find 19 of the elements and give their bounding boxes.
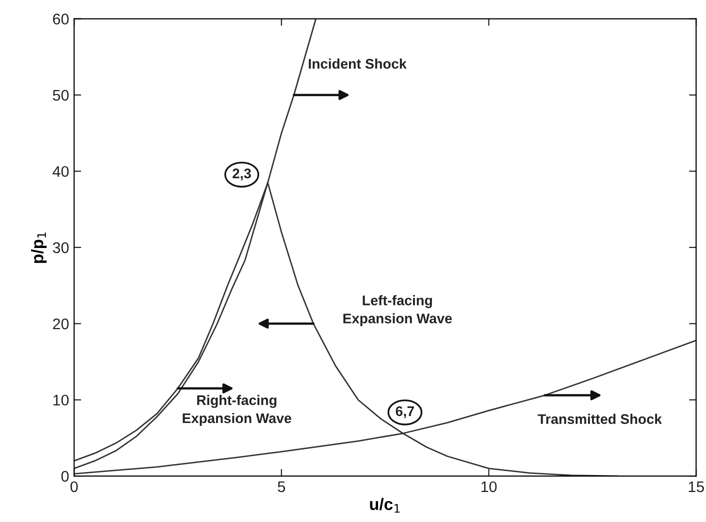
- y-axis-title: p/p$_{1}$: [31, 232, 47, 263]
- annotation: Incident Shock: [308, 58, 407, 69]
- y-tick-label: 10: [53, 394, 69, 406]
- y-tick-label: 20: [53, 318, 69, 330]
- annotation: Transmitted Shock: [538, 414, 662, 424]
- y-tick-label: 30: [52, 242, 69, 254]
- annotation: 6,7: [396, 406, 414, 418]
- y-tick-label: 0: [61, 470, 69, 482]
- y-tick-label: 50: [52, 90, 69, 101]
- annotation: Left-facing Expansion Wave: [343, 295, 452, 326]
- y-tick-label: 40: [52, 166, 69, 177]
- x-tick-label: 10: [481, 481, 497, 492]
- annotation: Right-facing Expansion Wave: [182, 394, 292, 426]
- x-tick-label: 15: [688, 481, 704, 492]
- x-axis-title: u/c$_{1}$: [370, 498, 400, 513]
- y-tick-label: 60: [53, 14, 69, 24]
- annotation: 2,3: [232, 168, 251, 180]
- x-tick-label: 0: [70, 481, 78, 492]
- x-tick-label: 5: [278, 481, 286, 492]
